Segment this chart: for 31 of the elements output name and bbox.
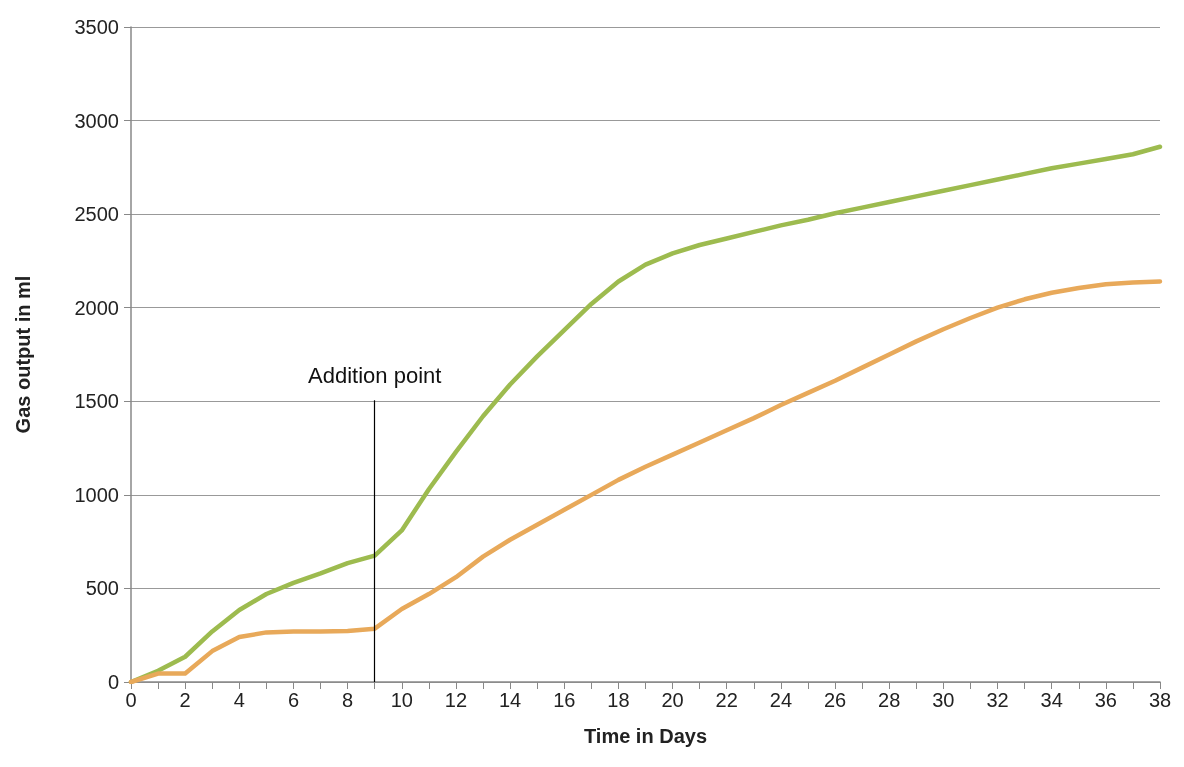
y-tick-label: 1500	[74, 390, 119, 413]
x-tick-label: 2	[179, 689, 191, 711]
y-tick-label: 3500	[74, 16, 119, 38]
y-tick-label: 2500	[74, 203, 119, 226]
y-tick-label: 1000	[74, 483, 119, 506]
x-tick-label: 20	[661, 689, 684, 711]
y-tick-label: 2000	[74, 296, 119, 319]
x-tick-label: 18	[607, 689, 630, 711]
x-tick-label: 32	[986, 689, 1009, 711]
x-tick-label: 0	[125, 689, 137, 711]
x-tick-label: 10	[390, 689, 413, 711]
x-tick-label: 24	[769, 689, 793, 711]
y-tick-label: 500	[85, 577, 119, 600]
x-tick-label: 36	[1094, 689, 1117, 711]
x-tick-label: 38	[1148, 689, 1172, 711]
ref-line-label: Addition point	[308, 362, 442, 388]
x-tick-label: 14	[498, 689, 522, 711]
x-tick-label: 8	[342, 689, 354, 711]
x-tick-label: 6	[287, 689, 300, 711]
x-tick-label: 28	[878, 689, 901, 711]
x-tick-label: 4	[233, 689, 245, 711]
y-axis-title: Gas output in ml	[12, 275, 34, 434]
x-tick-label: 26	[823, 689, 847, 711]
y-tick-label: 3000	[74, 109, 119, 132]
x-axis-title: Time in Days	[583, 725, 708, 747]
y-tick-label: 0	[107, 671, 119, 693]
x-tick-label: 34	[1040, 689, 1063, 711]
x-tick-label: 22	[715, 689, 738, 711]
x-tick-label: 16	[553, 689, 576, 711]
x-tick-label: 12	[444, 689, 468, 711]
x-tick-label: 30	[932, 689, 955, 711]
